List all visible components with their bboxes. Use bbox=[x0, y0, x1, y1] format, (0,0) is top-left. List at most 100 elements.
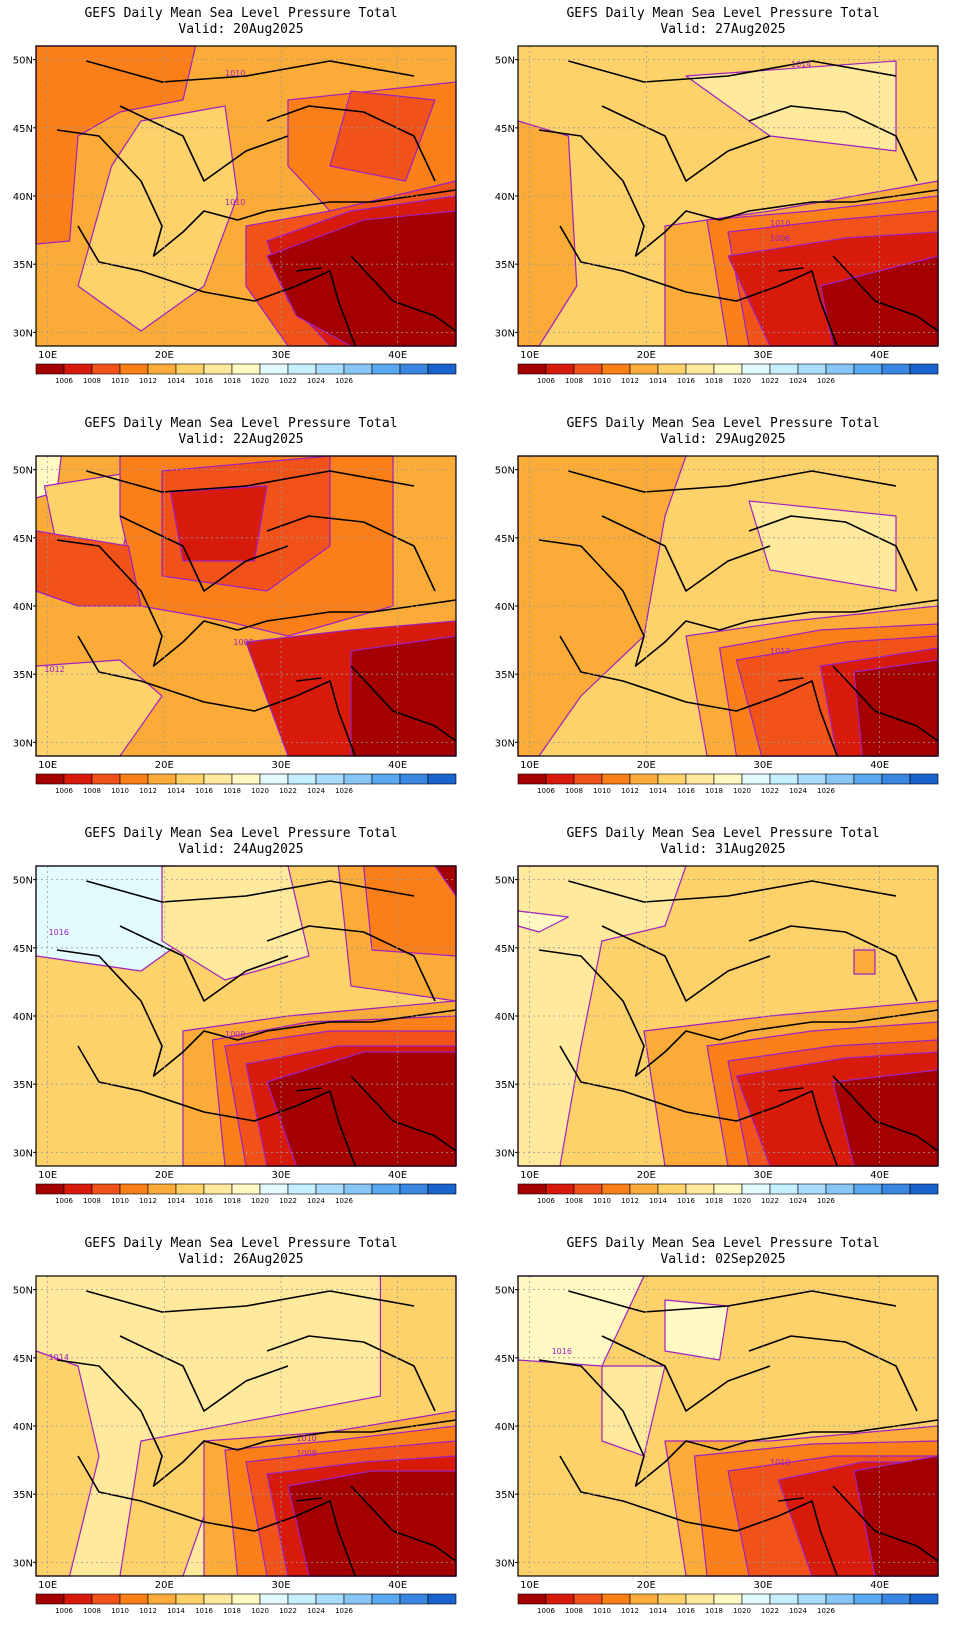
latitude-label: 40N bbox=[495, 192, 515, 203]
colorbar-swatch bbox=[601, 1183, 631, 1195]
colorbar-swatch bbox=[685, 1593, 715, 1605]
coastline bbox=[86, 60, 415, 83]
colorbar-label: 1010 bbox=[593, 377, 611, 385]
colorbar-label: 1026 bbox=[817, 1197, 835, 1205]
longitude-label: 40E bbox=[870, 1170, 889, 1181]
colorbar-label: 1016 bbox=[195, 377, 213, 385]
latitude-label: 30N bbox=[495, 738, 515, 749]
colorbar-swatch bbox=[797, 363, 827, 375]
coastline bbox=[778, 1500, 838, 1577]
longitude-label: 40E bbox=[870, 350, 889, 361]
colorbar-swatch bbox=[175, 363, 205, 375]
colorbar-swatch bbox=[63, 773, 93, 785]
colorbar-swatch bbox=[853, 363, 883, 375]
colorbar-swatch bbox=[91, 1593, 121, 1605]
colorbar-label: 1008 bbox=[565, 787, 583, 795]
colorbar-label: 1020 bbox=[251, 787, 269, 795]
latitude-label: 50N bbox=[13, 56, 33, 67]
colorbar-swatch bbox=[427, 773, 457, 785]
panel-title: GEFS Daily Mean Sea Level Pressure Total bbox=[566, 826, 880, 841]
coastline bbox=[778, 1090, 838, 1167]
longitude-label: 20E bbox=[637, 350, 656, 361]
colorbar-swatch bbox=[119, 773, 149, 785]
latitude-label: 50N bbox=[495, 1286, 515, 1297]
latitude-label: 30N bbox=[13, 738, 33, 749]
colorbar-label: 1014 bbox=[167, 377, 185, 385]
colorbar-swatch bbox=[35, 363, 65, 375]
colorbar-swatch bbox=[601, 1593, 631, 1605]
colorbar-swatch bbox=[909, 363, 939, 375]
colorbar-swatch bbox=[797, 1593, 827, 1605]
colorbar-swatch bbox=[657, 1183, 687, 1195]
contour-label: 1010 bbox=[225, 69, 245, 78]
pressure-contour-region bbox=[853, 949, 876, 975]
colorbar-swatch bbox=[35, 773, 65, 785]
colorbar-label: 1014 bbox=[649, 1197, 667, 1205]
latitude-label: 45N bbox=[495, 1354, 515, 1365]
pressure-map: 1016 1010 50N 45N 40N 35N 30N 10E 20E 30E 40E 1006 1… bbox=[495, 1275, 939, 1615]
colorbar-label: 1026 bbox=[335, 1197, 353, 1205]
longitude-label: 40E bbox=[388, 1580, 407, 1591]
colorbar-label: 1012 bbox=[139, 1197, 157, 1205]
colorbar-swatch bbox=[825, 1593, 855, 1605]
colorbar-swatch bbox=[259, 1183, 289, 1195]
coastline bbox=[119, 1335, 289, 1412]
coastline bbox=[568, 880, 897, 903]
colorbar-swatch bbox=[825, 773, 855, 785]
colorbar-swatch bbox=[685, 1183, 715, 1195]
map-panel: GEFS Daily Mean Sea Level Pressure Total… bbox=[482, 820, 964, 1230]
map-panel: GEFS Daily Mean Sea Level Pressure Total… bbox=[0, 1230, 482, 1640]
panel-title: GEFS Daily Mean Sea Level Pressure Total bbox=[566, 1236, 880, 1251]
pressure-map: 1012 1008 50N 45N 40N 35N 30N 10E 20E 30E 40E 1006 1… bbox=[13, 455, 457, 795]
colorbar-swatch bbox=[741, 363, 771, 375]
longitude-label: 10E bbox=[520, 350, 539, 361]
colorbar-swatch bbox=[91, 1183, 121, 1195]
longitude-label: 20E bbox=[637, 760, 656, 771]
coastline bbox=[296, 270, 356, 347]
colorbar-label: 1008 bbox=[83, 1197, 101, 1205]
contour-label: 1006 bbox=[770, 234, 790, 243]
colorbar-swatch bbox=[287, 1183, 317, 1195]
colorbar-label: 1012 bbox=[621, 1607, 639, 1615]
colorbar-label: 1022 bbox=[761, 787, 779, 795]
colorbar-swatch bbox=[63, 1183, 93, 1195]
latitude-label: 40N bbox=[13, 1422, 33, 1433]
coastline bbox=[778, 677, 804, 682]
colorbar-label: 1022 bbox=[761, 1197, 779, 1205]
colorbar-label: 1014 bbox=[167, 787, 185, 795]
coastline bbox=[601, 515, 771, 592]
colorbar-swatch bbox=[573, 1593, 603, 1605]
colorbar-swatch bbox=[741, 1183, 771, 1195]
latitude-label: 45N bbox=[13, 534, 33, 545]
pressure-field bbox=[517, 865, 939, 1167]
latitude-label: 35N bbox=[13, 670, 33, 681]
colorbar-swatch bbox=[769, 773, 799, 785]
colorbar-swatch bbox=[371, 1593, 401, 1605]
colorbar-label: 1022 bbox=[279, 377, 297, 385]
contour-label: 1016 bbox=[552, 1347, 572, 1356]
colorbar-label: 1024 bbox=[789, 787, 807, 795]
map-panel: GEFS Daily Mean Sea Level Pressure Total… bbox=[482, 1230, 964, 1640]
panel-title: GEFS Daily Mean Sea Level Pressure Total bbox=[566, 6, 880, 21]
colorbar-label: 1010 bbox=[593, 787, 611, 795]
colorbar-label: 1008 bbox=[83, 787, 101, 795]
colorbar-swatch bbox=[573, 773, 603, 785]
longitude-label: 40E bbox=[388, 1170, 407, 1181]
coastline bbox=[601, 105, 771, 182]
colorbar-swatch bbox=[259, 363, 289, 375]
coastline bbox=[559, 225, 779, 302]
colorbar-swatch bbox=[147, 363, 177, 375]
colorbar-swatch bbox=[797, 1183, 827, 1195]
colorbar-label: 1010 bbox=[593, 1197, 611, 1205]
coastline bbox=[538, 539, 720, 667]
colorbar-label: 1026 bbox=[817, 377, 835, 385]
coastline bbox=[266, 925, 436, 1002]
colorbar-swatch bbox=[35, 1593, 65, 1605]
contour-label: 1010 bbox=[770, 647, 790, 656]
coastline bbox=[296, 680, 356, 757]
longitude-label: 30E bbox=[753, 1580, 772, 1591]
latitude-label: 45N bbox=[495, 944, 515, 955]
latitude-label: 30N bbox=[495, 1148, 515, 1159]
colorbar-label: 1026 bbox=[335, 377, 353, 385]
coastline bbox=[559, 635, 779, 712]
